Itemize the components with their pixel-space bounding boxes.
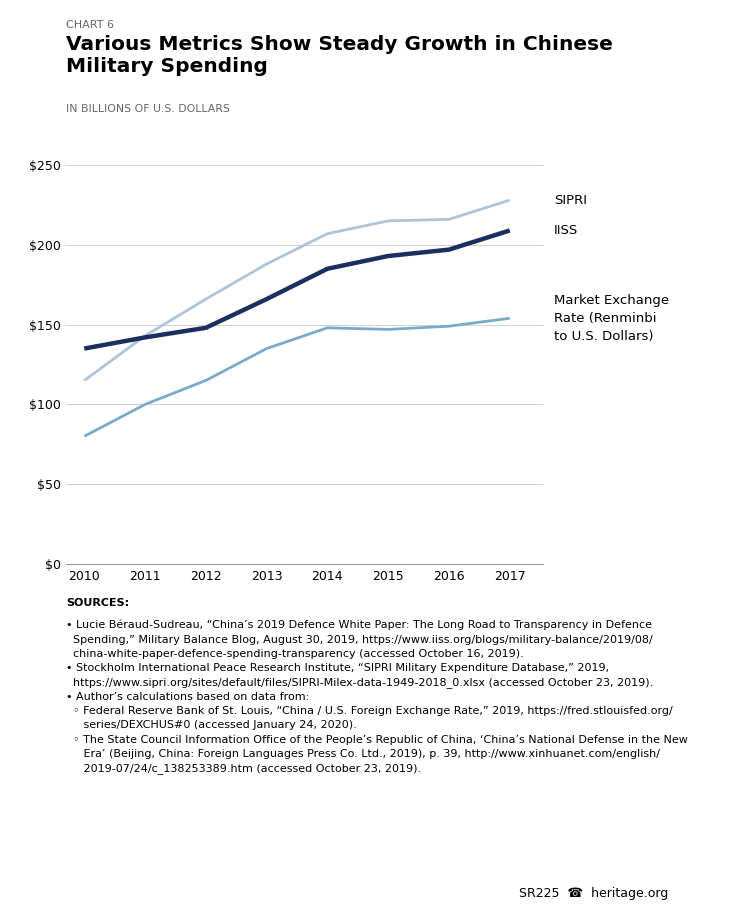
Text: IISS: IISS — [554, 224, 578, 237]
Text: Various Metrics Show Steady Growth in Chinese
Military Spending: Various Metrics Show Steady Growth in Ch… — [66, 35, 613, 76]
Text: • Lucie Béraud-Sudreau, “China’s 2019 Defence White Paper: The Long Road to Tran: • Lucie Béraud-Sudreau, “China’s 2019 De… — [66, 620, 688, 774]
Text: SR225  ☎  heritage.org: SR225 ☎ heritage.org — [519, 888, 668, 900]
Text: SOURCES:: SOURCES: — [66, 598, 129, 608]
Text: SIPRI: SIPRI — [554, 193, 587, 206]
Text: CHART 6: CHART 6 — [66, 20, 114, 30]
Text: Market Exchange
Rate (Renminbi
to U.S. Dollars): Market Exchange Rate (Renminbi to U.S. D… — [554, 293, 669, 343]
Text: IN BILLIONS OF U.S. DOLLARS: IN BILLIONS OF U.S. DOLLARS — [66, 104, 230, 114]
